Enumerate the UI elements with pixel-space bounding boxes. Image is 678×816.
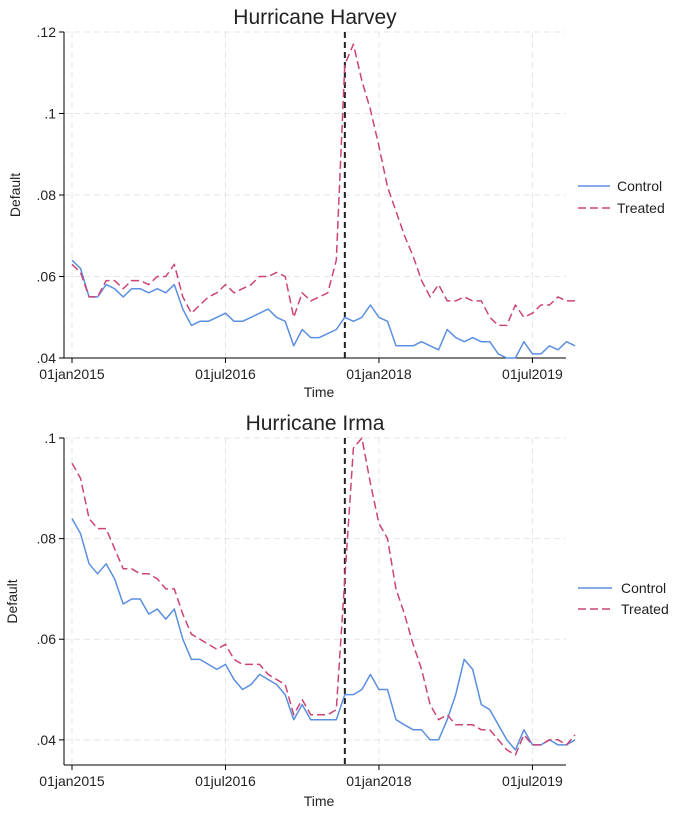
x-tick-label: 01jul2019 [502,773,563,789]
y-tick-label: .08 [37,187,57,203]
x-axis-label: Time [304,793,335,809]
y-tick-label: .06 [37,631,57,647]
series-line-control [71,259,576,359]
x-tick-label: 01jan2015 [39,366,105,382]
chart-title: Hurricane Irma [246,412,385,435]
y-tick-label: .04 [37,350,57,366]
legend-label-treated: Treated [621,601,669,617]
series-line-treated [71,43,576,327]
panel-0: Hurricane Harvey .04 .06 .08 .1 .12 01jan2015 0… [7,6,665,400]
y-tick-label: .12 [37,24,57,40]
x-tick-label: 01jul2016 [195,366,256,382]
y-tick-label: .1 [44,430,56,446]
y-tick-label: .08 [37,531,57,547]
legend-label-control: Control [617,178,662,194]
y-tick-label: .1 [44,106,56,122]
y-tick-label: .04 [37,732,57,748]
legend-label-treated: Treated [617,200,665,216]
x-tick-label: 01jul2016 [195,773,256,789]
x-tick-label: 01jan2018 [346,773,412,789]
series-line-treated [71,437,576,756]
x-tick-label: 01jul2019 [502,366,563,382]
x-axis-label: Time [304,384,335,400]
legend-label-control: Control [621,580,666,596]
y-tick-label: .06 [37,269,57,285]
x-tick-label: 01jan2018 [346,366,412,382]
chart-title: Hurricane Harvey [233,6,397,29]
panel-1: Hurricane Irma .04 .06 .08 .1 01jan2015 01jul2… [4,412,669,809]
y-axis-label: Default [4,579,20,623]
series-line-control [71,518,576,751]
x-tick-label: 01jan2015 [39,773,105,789]
y-axis-label: Default [7,173,23,217]
